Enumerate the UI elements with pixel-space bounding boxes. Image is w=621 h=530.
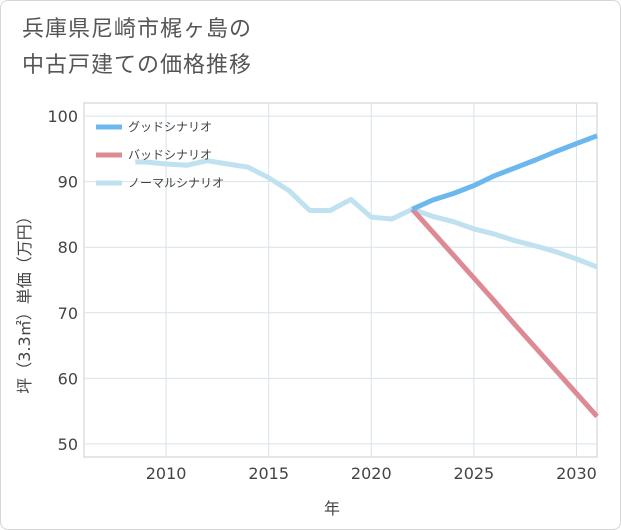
chart-title-line-1: 兵庫県尼崎市梶ヶ島の	[22, 17, 253, 42]
x-tick-label: 2010	[146, 464, 187, 483]
y-tick-label: 100	[47, 107, 78, 126]
series-line-0	[411, 133, 598, 212]
legend-label: グッドシナリオ	[128, 120, 212, 134]
x-tick-label: 2020	[351, 464, 392, 483]
series-line-2	[135, 158, 598, 270]
x-tick-label: 2025	[454, 464, 495, 483]
legend-label: ノーマルシナリオ	[128, 176, 224, 190]
y-tick-label: 70	[58, 304, 78, 323]
y-axis-title: 坪（3.3㎡）単価（万円）	[15, 208, 34, 393]
x-tick-label: 2030	[556, 464, 597, 483]
y-tick-label: 50	[58, 435, 78, 454]
series-lines	[135, 133, 599, 419]
y-tick-label: 60	[58, 369, 78, 388]
x-tick-label: 2015	[248, 464, 289, 483]
y-axis-ticks: 50 60 70 80 90 100	[47, 107, 78, 454]
grid-lines	[84, 103, 597, 457]
x-axis-ticks: 2010 2015 2020 2025 2030	[146, 464, 597, 483]
x-axis-title: 年	[324, 499, 340, 518]
chart-title: 兵庫県尼崎市梶ヶ島の 中古戸建ての価格推移	[22, 12, 442, 84]
chart-title-line-2: 中古戸建ての価格推移	[22, 53, 253, 78]
legend-label: バッドシナリオ	[128, 148, 212, 162]
y-tick-label: 90	[58, 173, 78, 192]
series-line-1	[410, 207, 599, 419]
y-tick-label: 80	[58, 238, 78, 257]
